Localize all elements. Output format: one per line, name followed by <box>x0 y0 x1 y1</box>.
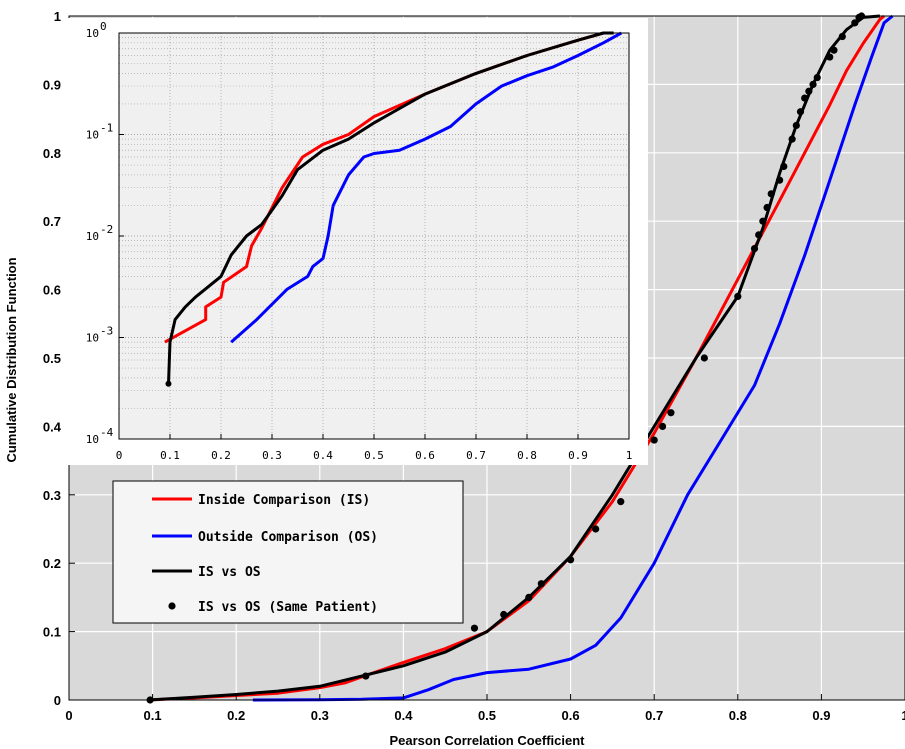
y-tick-label: 0.6 <box>43 283 61 298</box>
legend-entry-label: IS vs OS (Same Patient) <box>198 600 378 615</box>
same-patient-point <box>650 436 658 444</box>
x-tick-label: 1 <box>901 708 905 723</box>
main-series <box>146 12 894 704</box>
series-line <box>148 14 881 702</box>
inset-same-patient-point <box>165 380 172 387</box>
inset-series <box>164 31 623 387</box>
x-tick-label: 0 <box>65 708 72 723</box>
x-tick-label: 0.9 <box>812 708 830 723</box>
same-patient-point <box>592 525 600 533</box>
inset-x-tick-label: 0.5 <box>364 449 384 462</box>
series-line <box>148 14 886 702</box>
inset-grid <box>119 33 629 439</box>
same-patient-point <box>851 19 859 27</box>
same-patient-point <box>826 53 834 61</box>
same-patient-point <box>801 94 809 102</box>
same-patient-point <box>362 672 370 680</box>
inset-x-tick-label: 0.9 <box>568 449 588 462</box>
y-tick-label: 0.5 <box>43 351 61 366</box>
inset-x-tick-label: 0 <box>116 449 123 462</box>
y-tick-label: 0.3 <box>43 488 61 503</box>
x-tick-label: 0.3 <box>311 708 329 723</box>
same-patient-point <box>838 32 846 41</box>
inset-x-tick-label: 0.8 <box>517 449 537 462</box>
x-tick-label: 0.2 <box>227 708 245 723</box>
y-tick-label: 0.1 <box>43 625 61 640</box>
x-tick-label: 0.5 <box>478 708 496 723</box>
inset-y-tick-exponent: -1 <box>100 122 113 135</box>
main-ticks: 00.10.20.30.40.50.60.70.80.9100.10.20.30… <box>43 9 905 723</box>
x-axis-title: Pearson Correlation Coefficient <box>389 733 585 748</box>
legend-entry-label: Outside Comparison (OS) <box>198 530 378 545</box>
inset-y-tick-label: 10 <box>86 433 99 446</box>
same-patient-point <box>759 217 767 225</box>
inset-x-tick-label: 1 <box>626 449 633 462</box>
same-patient-point <box>750 244 759 253</box>
y-tick-label: 0.2 <box>43 556 61 571</box>
same-patient-point <box>470 624 479 632</box>
same-patient-point <box>780 162 788 171</box>
inset-y-tick-label: 10 <box>86 27 99 40</box>
same-patient-point <box>667 409 675 417</box>
legend-box <box>112 480 464 624</box>
same-patient-point <box>805 87 813 95</box>
same-patient-point <box>776 176 784 184</box>
inset-x-tick-label: 0.2 <box>211 449 231 462</box>
inset-x-tick-label: 0.6 <box>415 449 435 462</box>
same-patient-point <box>830 46 838 54</box>
y-tick-label: 0.8 <box>43 146 61 161</box>
inset-x-tick-label: 0.7 <box>466 449 486 462</box>
inset-series-line <box>167 31 614 384</box>
x-tick-label: 0.4 <box>394 708 413 723</box>
same-patient-point <box>658 422 667 430</box>
legend: Inside Comparison (IS) Outside Comparison… <box>112 480 464 624</box>
same-patient-point <box>525 593 533 602</box>
same-patient-point <box>796 108 805 116</box>
inset-y-tick-exponent: -4 <box>100 426 114 439</box>
same-patient-point <box>755 231 763 239</box>
same-patient-point <box>537 580 545 588</box>
same-patient-point <box>567 556 575 564</box>
same-patient-point <box>763 203 771 212</box>
inset-y-tick-label: 10 <box>86 129 99 142</box>
y-tick-label: 0.4 <box>43 419 62 434</box>
same-patient-point <box>500 610 508 619</box>
same-patient-point <box>788 135 796 143</box>
inset-series-line <box>230 31 623 344</box>
y-tick-label: 1 <box>54 9 61 24</box>
same-patient-point <box>809 80 817 88</box>
x-tick-label: 0.1 <box>144 708 162 723</box>
same-patient-point <box>700 354 708 362</box>
inset-y-tick-label: 10 <box>86 230 99 243</box>
series-line <box>252 14 894 702</box>
same-patient-point <box>767 190 775 198</box>
y-tick-label: 0.7 <box>43 214 61 229</box>
y-tick-label: 0 <box>54 693 61 708</box>
inset-x-tick-label: 0.1 <box>160 449 180 462</box>
legend-entry-label: IS vs OS <box>198 565 261 580</box>
x-tick-label: 0.7 <box>645 708 663 723</box>
inset-x-tick-label: 0.4 <box>313 449 333 462</box>
inset-y-tick-exponent: -3 <box>100 325 113 338</box>
x-tick-label: 0.8 <box>729 708 747 723</box>
inset-y-tick-label: 10 <box>86 332 99 345</box>
same-patient-point <box>792 121 800 130</box>
same-patient-point <box>813 73 821 82</box>
y-axis-title: Cumulative Distribution Function <box>4 257 19 462</box>
legend-marker-dot <box>168 602 176 610</box>
same-patient-point <box>734 292 742 301</box>
x-tick-label: 0.6 <box>562 708 580 723</box>
inset-y-tick-exponent: -2 <box>100 223 113 236</box>
same-patient-point <box>617 498 625 506</box>
legend-entry-label: Inside Comparison (IS) <box>198 493 370 508</box>
inset-x-tick-label: 0.3 <box>262 449 282 462</box>
y-tick-label: 0.9 <box>43 77 61 92</box>
inset-y-tick-exponent: 0 <box>100 20 107 33</box>
